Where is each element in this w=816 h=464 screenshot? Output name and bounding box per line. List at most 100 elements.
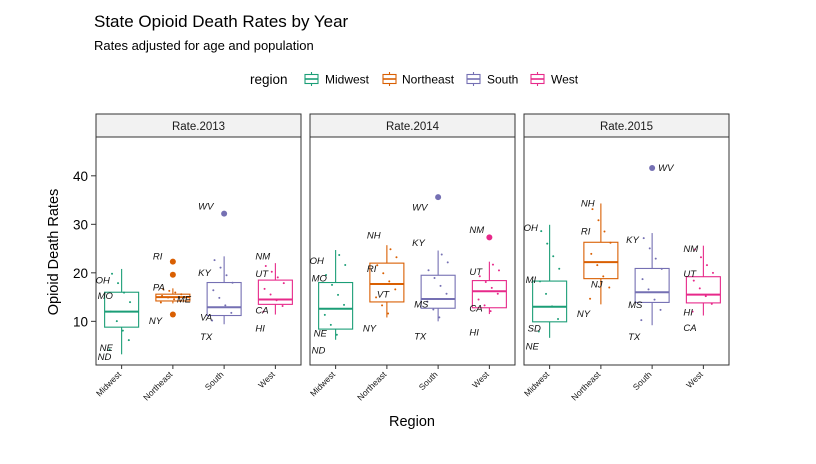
legend: region Midwest Northeast South West bbox=[250, 72, 579, 87]
data-point bbox=[387, 312, 390, 315]
data-point bbox=[551, 305, 554, 308]
state-label: CA bbox=[683, 323, 696, 334]
data-point bbox=[127, 339, 130, 342]
facet-strip-label: Rate.2015 bbox=[600, 121, 653, 133]
data-point bbox=[438, 316, 441, 319]
x-axis-title: Region bbox=[389, 414, 435, 430]
data-point bbox=[323, 313, 326, 316]
data-point bbox=[693, 248, 696, 251]
state-label: SD bbox=[528, 324, 541, 335]
state-label: NH bbox=[581, 198, 595, 209]
state-label: NM bbox=[683, 244, 698, 255]
data-point bbox=[704, 295, 707, 298]
data-point bbox=[609, 241, 612, 244]
data-point bbox=[711, 271, 714, 274]
state-label: NH bbox=[367, 230, 381, 241]
data-point bbox=[557, 317, 560, 320]
data-point bbox=[389, 248, 392, 251]
data-point bbox=[262, 310, 265, 313]
state-label: CA bbox=[469, 304, 482, 315]
data-point bbox=[230, 311, 233, 314]
data-point bbox=[426, 300, 429, 303]
data-point bbox=[344, 263, 347, 266]
data-point bbox=[111, 272, 114, 275]
box-iqr bbox=[532, 280, 568, 323]
data-point bbox=[325, 273, 328, 276]
state-label: NJ bbox=[591, 279, 603, 290]
facet-panels: 10203040Rate.2013OHMONENDRIPAMENYWVKYVAT… bbox=[73, 113, 730, 403]
data-point bbox=[264, 264, 267, 267]
legend-label-west: West bbox=[551, 73, 579, 87]
outlier-point bbox=[169, 311, 176, 318]
data-point bbox=[640, 319, 643, 322]
data-point bbox=[698, 287, 701, 290]
state-label: MI bbox=[526, 275, 537, 286]
data-point bbox=[483, 304, 486, 307]
box-iqr bbox=[583, 241, 619, 280]
data-point bbox=[388, 280, 391, 283]
data-point bbox=[179, 299, 182, 302]
data-point bbox=[281, 304, 284, 307]
state-label: MS bbox=[628, 300, 643, 311]
state-label: KY bbox=[412, 238, 425, 249]
state-label: RI bbox=[581, 227, 591, 238]
outlier-point bbox=[649, 165, 656, 172]
box-midwest bbox=[532, 224, 568, 338]
facet-panel-rate-2015: Rate.2015 OH MI SD NE NH RI NJ NY WV KY MS TX NM UT HI C… bbox=[522, 113, 730, 403]
data-point bbox=[282, 282, 285, 285]
state-label: KY bbox=[198, 268, 211, 279]
outlier-point bbox=[169, 258, 176, 265]
data-point bbox=[382, 272, 385, 275]
box-west bbox=[471, 261, 507, 315]
data-point bbox=[180, 293, 183, 296]
data-point bbox=[129, 301, 132, 304]
data-point bbox=[167, 296, 170, 299]
data-point bbox=[540, 230, 543, 233]
y-tick-label: 30 bbox=[73, 217, 88, 232]
data-point bbox=[275, 299, 278, 302]
state-label: NE bbox=[526, 342, 540, 353]
state-label: WV bbox=[412, 202, 429, 213]
state-label: UT bbox=[255, 269, 269, 280]
x-tick-label: Midwest bbox=[522, 369, 552, 399]
data-point bbox=[276, 276, 279, 279]
x-tick-label: Northeast bbox=[355, 369, 389, 403]
data-point bbox=[108, 348, 111, 351]
legend-key-south bbox=[466, 72, 481, 86]
data-point bbox=[490, 286, 493, 289]
data-point bbox=[539, 280, 542, 283]
x-tick-label: West bbox=[470, 369, 491, 390]
data-point bbox=[477, 298, 480, 301]
data-point bbox=[231, 281, 234, 284]
data-point bbox=[484, 281, 487, 284]
box-northeast bbox=[155, 288, 191, 304]
state-label: RI bbox=[367, 264, 377, 275]
chart-title: State Opioid Death Rates by Year bbox=[94, 12, 349, 31]
state-label: NY bbox=[577, 309, 591, 320]
facet-strip-label: Rate.2014 bbox=[386, 121, 440, 133]
state-label: OH bbox=[310, 256, 324, 267]
state-label: ME bbox=[177, 295, 192, 306]
box-iqr bbox=[685, 276, 721, 304]
state-label: ND bbox=[312, 345, 326, 356]
data-point bbox=[225, 274, 228, 277]
state-label: VA bbox=[200, 312, 212, 323]
box-iqr bbox=[471, 280, 507, 309]
data-point bbox=[117, 282, 120, 285]
legend-key-west bbox=[530, 72, 545, 86]
data-point bbox=[376, 264, 379, 267]
state-label: NE bbox=[100, 343, 114, 354]
state-label: NM bbox=[469, 225, 484, 236]
legend-label-south: South bbox=[487, 73, 518, 87]
facet-strip-label: Rate.2013 bbox=[172, 121, 225, 133]
data-point bbox=[699, 256, 702, 259]
data-point bbox=[653, 298, 656, 301]
data-point bbox=[335, 333, 338, 336]
outlier-point bbox=[169, 271, 176, 278]
x-tick-label: Northeast bbox=[569, 369, 603, 403]
box-iqr bbox=[104, 291, 140, 328]
data-point bbox=[213, 259, 216, 262]
data-point bbox=[270, 270, 273, 273]
data-point bbox=[692, 279, 695, 282]
